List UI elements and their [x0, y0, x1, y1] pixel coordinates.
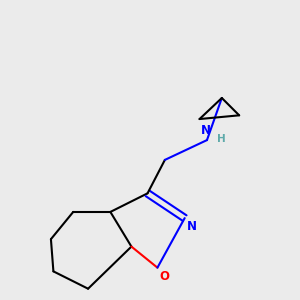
- Text: H: H: [218, 134, 226, 144]
- Text: N: N: [187, 220, 196, 233]
- Text: O: O: [159, 269, 169, 283]
- Text: N: N: [201, 124, 211, 137]
